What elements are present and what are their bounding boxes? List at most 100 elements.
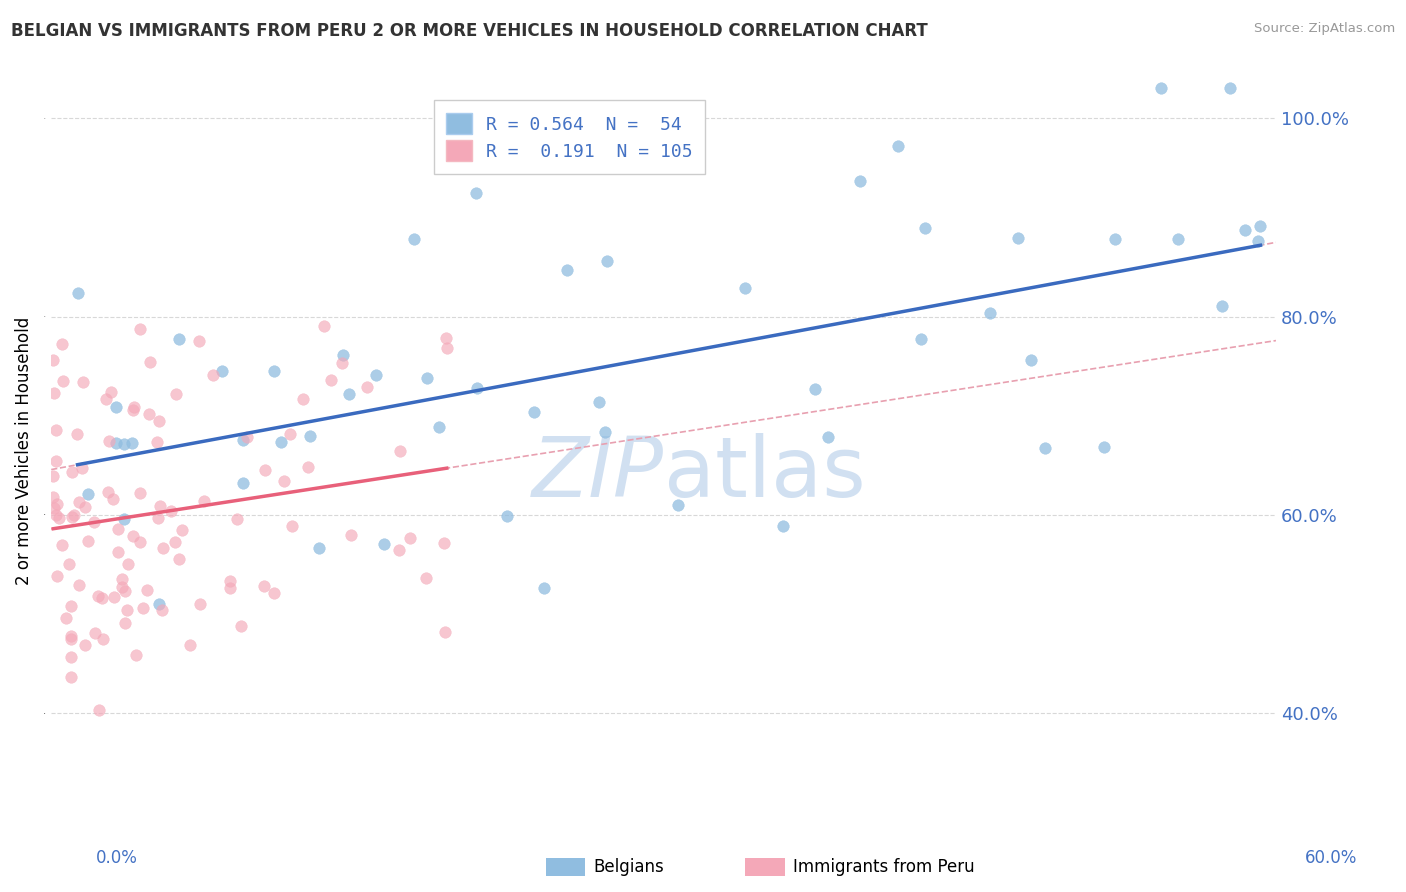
Point <box>128 322 150 336</box>
Point <box>138 407 160 421</box>
Point <box>1092 440 1115 454</box>
Point <box>188 334 211 349</box>
Point <box>849 174 872 188</box>
Point <box>165 387 187 401</box>
Point <box>139 355 162 369</box>
Point <box>165 535 187 549</box>
Point <box>77 534 100 549</box>
Point <box>167 332 190 346</box>
Point <box>914 221 936 235</box>
Point <box>146 434 169 449</box>
Point <box>70 461 93 475</box>
Point <box>297 460 319 475</box>
Point <box>122 400 145 414</box>
Point <box>94 392 117 406</box>
Point <box>232 475 254 490</box>
Point <box>179 638 201 652</box>
Point <box>1033 441 1056 455</box>
Point <box>105 435 128 450</box>
Point <box>388 444 411 458</box>
Point <box>148 597 170 611</box>
Point <box>496 508 519 523</box>
Point <box>388 543 411 558</box>
Point <box>291 392 314 406</box>
Point <box>399 531 422 545</box>
Point <box>150 603 173 617</box>
Point <box>121 529 143 543</box>
Point <box>55 610 77 624</box>
Point <box>366 368 388 383</box>
Point <box>523 405 546 419</box>
Point <box>63 508 86 523</box>
Point <box>152 541 174 555</box>
Point <box>416 371 439 385</box>
Point <box>1007 231 1029 245</box>
Point <box>111 572 134 586</box>
Point <box>434 624 457 639</box>
Point <box>51 337 73 351</box>
Point <box>263 586 285 600</box>
Point <box>170 523 193 537</box>
Point <box>356 380 378 394</box>
Point <box>42 353 65 368</box>
Point <box>280 427 302 442</box>
Text: Immigrants from Peru: Immigrants from Peru <box>793 858 974 876</box>
Text: Belgians: Belgians <box>593 858 664 876</box>
Point <box>59 629 82 643</box>
Point <box>270 435 292 450</box>
Point <box>42 490 65 504</box>
Point <box>125 648 148 663</box>
Point <box>65 426 87 441</box>
Point <box>188 598 211 612</box>
Point <box>98 434 121 449</box>
Point <box>107 544 129 558</box>
Point <box>60 670 83 684</box>
Point <box>60 632 83 647</box>
Point <box>48 511 70 525</box>
Point <box>1167 232 1189 246</box>
Point <box>121 436 143 450</box>
Point <box>263 364 285 378</box>
Text: atlas: atlas <box>664 433 865 514</box>
Point <box>427 420 450 434</box>
Point <box>436 342 458 356</box>
Point <box>373 537 395 551</box>
Point <box>979 306 1001 320</box>
Point <box>817 430 839 444</box>
Point <box>231 619 253 633</box>
Point <box>588 395 610 409</box>
Point <box>58 557 80 571</box>
Point <box>1019 353 1042 368</box>
Point <box>129 485 152 500</box>
Point <box>666 498 689 512</box>
Point <box>66 286 89 301</box>
Point <box>93 632 115 647</box>
Point <box>436 331 458 345</box>
Point <box>72 375 94 389</box>
Point <box>886 138 908 153</box>
Point <box>1234 223 1257 237</box>
Point <box>84 625 107 640</box>
Point <box>1211 299 1233 313</box>
Point <box>114 616 136 631</box>
Point <box>115 603 138 617</box>
Point <box>148 500 170 514</box>
Point <box>60 510 83 524</box>
Text: Source: ZipAtlas.com: Source: ZipAtlas.com <box>1254 22 1395 36</box>
Point <box>60 599 83 613</box>
Point <box>87 589 110 603</box>
Point <box>1150 81 1173 95</box>
Point <box>91 591 114 605</box>
Point <box>330 356 353 370</box>
Point <box>734 281 756 295</box>
Point <box>59 649 82 664</box>
Point <box>312 318 335 333</box>
Point <box>1247 234 1270 248</box>
Point <box>107 522 129 536</box>
Point <box>432 536 454 550</box>
Point <box>910 332 932 346</box>
Point <box>105 401 128 415</box>
Point <box>219 574 242 589</box>
Point <box>415 571 437 585</box>
Point <box>42 385 65 400</box>
